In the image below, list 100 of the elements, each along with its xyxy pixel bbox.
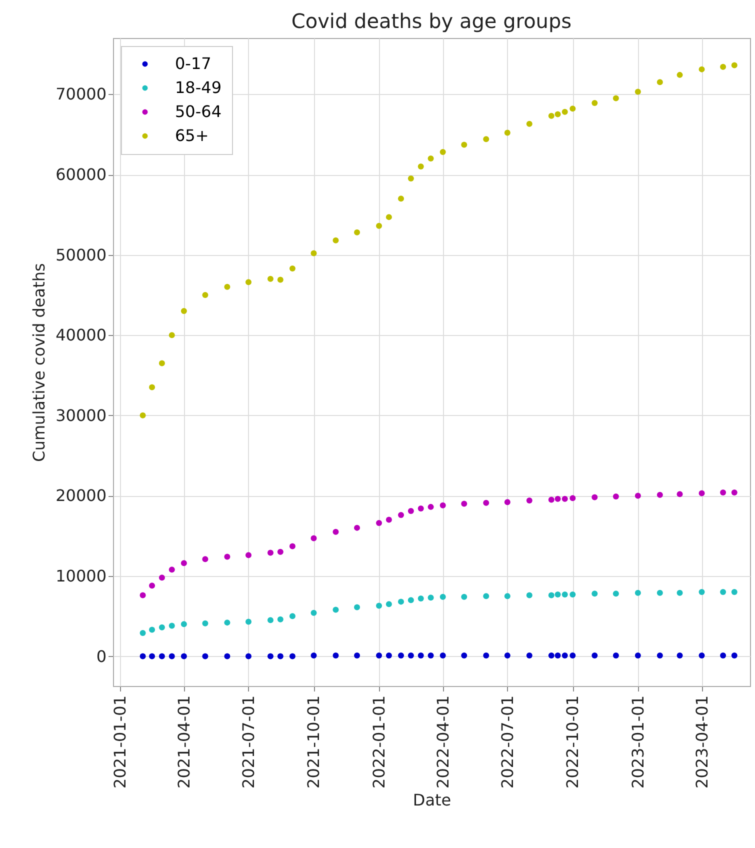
point [562, 108, 568, 115]
point [418, 652, 424, 658]
point [634, 492, 641, 499]
point [354, 524, 360, 531]
point [554, 111, 561, 118]
point [289, 265, 296, 272]
point [202, 653, 208, 660]
point [548, 496, 554, 503]
point [180, 621, 187, 628]
x-tick-label: 2022-01-01 [370, 696, 389, 788]
point [310, 250, 317, 256]
point [245, 279, 252, 286]
point [408, 597, 414, 604]
y-tick-label: 60000 [56, 165, 106, 184]
point [202, 556, 208, 562]
x-tick-label: 2022-07-01 [498, 696, 517, 788]
point [656, 590, 663, 596]
point [332, 237, 339, 244]
point [332, 606, 339, 613]
point [354, 652, 360, 658]
y-tick-label: 20000 [56, 486, 106, 506]
point [140, 653, 146, 660]
point [461, 142, 468, 148]
point [267, 617, 274, 624]
legend-label: 0-17 [175, 54, 212, 73]
point [592, 652, 598, 658]
point [140, 592, 146, 598]
point [149, 653, 156, 660]
point [656, 652, 663, 658]
y-axis-title: Cumulative covid deaths [30, 263, 49, 462]
x-tick-label: 2021-04-01 [174, 696, 194, 788]
point [168, 566, 175, 573]
point [310, 610, 317, 616]
point [277, 616, 284, 622]
point [149, 582, 156, 589]
point [656, 79, 663, 86]
point [398, 652, 404, 658]
y-tick-label: 0 [96, 646, 106, 666]
y-tick-label: 40000 [56, 326, 106, 345]
point [386, 214, 392, 220]
point [612, 494, 619, 500]
point [224, 620, 230, 626]
point [332, 652, 339, 658]
legend-label: 18-49 [175, 78, 222, 97]
point [612, 95, 619, 102]
point [376, 222, 382, 229]
point [418, 595, 424, 602]
point [168, 332, 175, 338]
point [386, 601, 392, 608]
point [592, 494, 598, 500]
legend-label: 65+ [175, 126, 209, 145]
point [570, 591, 576, 598]
point [526, 652, 532, 658]
point [376, 652, 382, 658]
x-axis-title: Date [412, 790, 452, 810]
point [354, 229, 360, 236]
point [140, 412, 146, 418]
point [720, 64, 726, 70]
point [168, 622, 175, 629]
point [676, 652, 683, 658]
point [676, 72, 683, 78]
point [698, 589, 705, 596]
point [245, 552, 252, 558]
point [440, 502, 446, 508]
point [168, 653, 175, 660]
point [720, 652, 726, 658]
point [149, 384, 156, 390]
point [592, 590, 598, 597]
point [140, 630, 146, 636]
point [398, 598, 404, 605]
point [202, 292, 208, 298]
point [289, 613, 296, 620]
point [408, 652, 414, 658]
point [224, 284, 230, 290]
point [483, 500, 490, 506]
point [634, 590, 641, 596]
point [332, 528, 339, 535]
point [526, 592, 532, 598]
point [548, 652, 554, 658]
point [277, 276, 284, 283]
point [698, 652, 705, 658]
point [731, 589, 738, 596]
point [570, 495, 576, 502]
point [149, 626, 156, 633]
point [612, 590, 619, 597]
point [461, 652, 468, 658]
point [562, 591, 568, 598]
point [224, 653, 230, 660]
point [158, 574, 165, 581]
point [267, 550, 274, 556]
point [277, 548, 284, 555]
point [408, 508, 414, 514]
point [731, 489, 738, 496]
point [731, 652, 738, 658]
point [562, 496, 568, 502]
point [440, 652, 446, 658]
point [548, 112, 554, 119]
point [376, 602, 382, 609]
point [158, 360, 165, 366]
point [180, 653, 187, 660]
